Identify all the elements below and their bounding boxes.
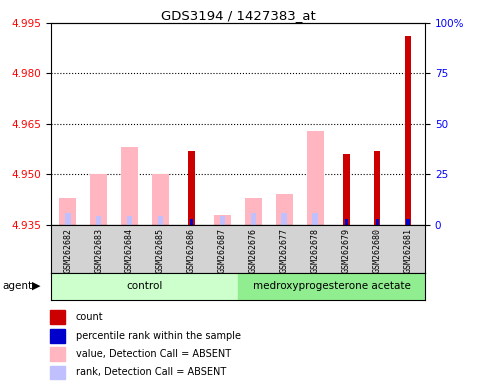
Bar bbox=[50, 366, 65, 379]
Bar bbox=[214, 215, 231, 225]
Text: GSM262687: GSM262687 bbox=[218, 228, 227, 273]
Bar bbox=[90, 174, 107, 225]
Bar bbox=[307, 131, 324, 225]
Text: medroxyprogesterone acetate: medroxyprogesterone acetate bbox=[253, 281, 411, 291]
Text: GSM262677: GSM262677 bbox=[280, 228, 289, 273]
Bar bbox=[405, 216, 411, 225]
Bar bbox=[343, 154, 350, 225]
Bar bbox=[276, 194, 293, 225]
Text: GSM262685: GSM262685 bbox=[156, 228, 165, 273]
Text: GSM262679: GSM262679 bbox=[341, 228, 351, 273]
Text: control: control bbox=[126, 281, 162, 291]
Title: GDS3194 / 1427383_at: GDS3194 / 1427383_at bbox=[160, 9, 315, 22]
Bar bbox=[190, 218, 193, 225]
Text: GSM262680: GSM262680 bbox=[372, 228, 382, 273]
Bar bbox=[121, 147, 138, 225]
Text: rank, Detection Call = ABSENT: rank, Detection Call = ABSENT bbox=[76, 367, 226, 377]
Bar bbox=[220, 216, 225, 225]
Bar bbox=[158, 216, 163, 225]
Bar bbox=[407, 218, 410, 225]
Text: GSM262678: GSM262678 bbox=[311, 228, 320, 273]
Text: agent: agent bbox=[2, 281, 32, 291]
Bar bbox=[152, 174, 169, 225]
Text: GSM262676: GSM262676 bbox=[249, 228, 258, 273]
Bar bbox=[376, 218, 379, 225]
Bar bbox=[282, 213, 287, 225]
Bar bbox=[188, 151, 195, 225]
Bar bbox=[65, 213, 71, 225]
Text: count: count bbox=[76, 312, 103, 322]
Bar bbox=[343, 216, 349, 225]
Bar bbox=[50, 310, 65, 324]
Bar bbox=[313, 213, 318, 225]
Text: GSM262682: GSM262682 bbox=[63, 228, 72, 273]
Bar bbox=[405, 36, 412, 225]
Bar bbox=[96, 216, 101, 225]
Text: GSM262681: GSM262681 bbox=[403, 228, 412, 273]
Text: GSM262686: GSM262686 bbox=[187, 228, 196, 273]
Bar bbox=[374, 151, 381, 225]
Bar bbox=[50, 347, 65, 361]
Bar bbox=[50, 329, 65, 343]
Bar bbox=[245, 198, 262, 225]
Text: value, Detection Call = ABSENT: value, Detection Call = ABSENT bbox=[76, 349, 231, 359]
Text: ▶: ▶ bbox=[32, 281, 41, 291]
Bar bbox=[59, 198, 76, 225]
Text: GSM262684: GSM262684 bbox=[125, 228, 134, 273]
Text: percentile rank within the sample: percentile rank within the sample bbox=[76, 331, 241, 341]
Text: GSM262683: GSM262683 bbox=[94, 228, 103, 273]
Bar bbox=[127, 216, 132, 225]
Bar bbox=[51, 273, 238, 300]
Bar bbox=[251, 213, 256, 225]
Bar bbox=[344, 218, 348, 225]
Bar bbox=[238, 273, 425, 300]
